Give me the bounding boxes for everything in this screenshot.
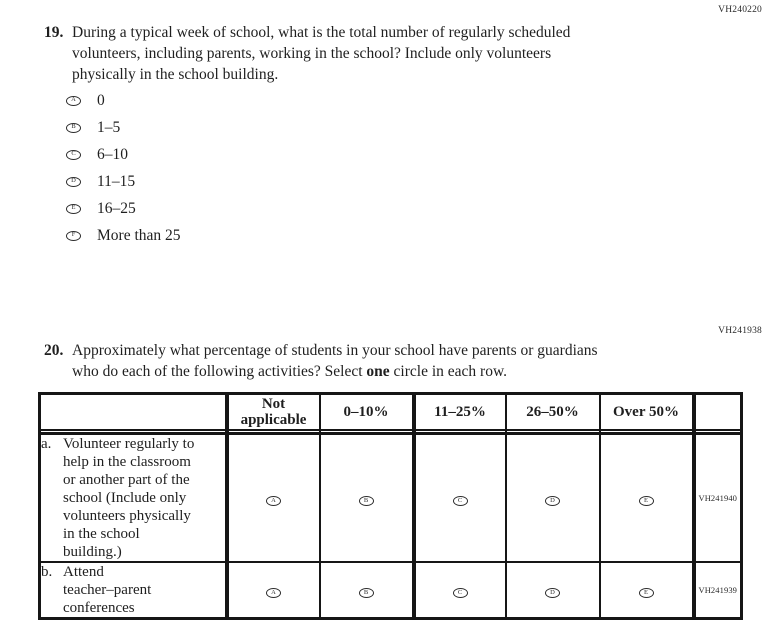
row-b-item-text: Attend teacher–parent conferences — [63, 564, 152, 616]
row-a-label-cell: a. Volunteer regularly to help in the cl… — [39, 433, 229, 562]
bubble-c[interactable]: C — [66, 149, 81, 160]
grid-header-not-applicable: Not applicable — [226, 393, 321, 430]
question-19-number: 19. — [44, 24, 64, 41]
bubble-b[interactable]: B — [358, 588, 374, 599]
form-code-q19: VH240220 — [718, 5, 762, 15]
option-row-0: A 0 — [66, 87, 181, 114]
question-19: 19. During a typical week of school, wha… — [44, 22, 570, 85]
grid-header-26-50: 26–50% — [505, 393, 601, 430]
row-b-cell-0-10: B — [319, 561, 416, 619]
row-a-form-code: VH241940 — [698, 493, 738, 503]
option-row-1: B 1–5 — [66, 114, 181, 141]
option-row-5: F More than 25 — [66, 222, 181, 249]
question-19-text: During a typical week of school, what is… — [72, 24, 571, 83]
row-b-label-cell: b. Attend teacher–parent conferences — [39, 561, 229, 619]
grid-header-11-25: 11–25% — [413, 393, 507, 430]
row-b-cell-over-50: E — [599, 561, 696, 619]
bubble-c[interactable]: C — [452, 588, 468, 599]
bubble-a[interactable]: A — [266, 496, 281, 507]
bubble-b[interactable]: B — [66, 122, 81, 133]
question-19-options: A 0 B 1–5 C 6–10 D 11–15 E 16–25 F More … — [66, 87, 181, 249]
row-a-cell-not-applicable: A — [226, 433, 321, 562]
question-20-text-part2: circle in each row. — [389, 363, 508, 380]
row-b-cell-not-applicable: A — [226, 561, 321, 619]
question-20-number: 20. — [44, 342, 64, 359]
bubble-e[interactable]: E — [66, 203, 81, 214]
row-a-cell-over-50: E — [599, 433, 696, 562]
row-b-item-letter: b. — [41, 564, 53, 580]
grid-header-over-50: Over 50% — [599, 393, 696, 430]
bubble-f[interactable]: F — [66, 230, 81, 241]
option-label: 0 — [97, 91, 105, 109]
grid-header-row: Not applicable 0–10% 11–25% 26–50% Over … — [39, 393, 742, 430]
row-b-cell-11-25: C — [413, 561, 507, 619]
row-b-cell-26-50: D — [505, 561, 601, 619]
row-a-cell-11-25: C — [413, 433, 507, 562]
row-a-item-letter: a. — [41, 436, 52, 452]
row-a-cell-0-10: B — [319, 433, 416, 562]
grid-header-divider — [39, 428, 742, 435]
grid-row-b: b. Attend teacher–parent conferences A B… — [39, 561, 742, 619]
option-row-2: C 6–10 — [66, 141, 181, 168]
grid-header-code-column — [694, 394, 742, 430]
bubble-e[interactable]: E — [638, 588, 654, 599]
option-label: 6–10 — [97, 145, 128, 163]
grid-header-0-10: 0–10% — [319, 393, 416, 430]
question-20: 20. Approximately what percentage of stu… — [44, 340, 598, 382]
bubble-a[interactable]: A — [66, 95, 81, 106]
grid-row-a: a. Volunteer regularly to help in the cl… — [39, 433, 742, 562]
bubble-c[interactable]: C — [452, 496, 468, 507]
option-row-3: D 11–15 — [66, 168, 181, 195]
question-20-bold-word: one — [366, 363, 390, 380]
bubble-d[interactable]: D — [545, 588, 560, 599]
option-row-4: E 16–25 — [66, 195, 181, 222]
bubble-e[interactable]: E — [638, 496, 654, 507]
row-a-item-text: Volunteer regularly to help in the class… — [63, 436, 195, 560]
option-label: 11–15 — [97, 172, 136, 190]
form-code-q20: VH241938 — [718, 326, 762, 336]
option-label: 16–25 — [97, 199, 136, 217]
bubble-a[interactable]: A — [266, 588, 281, 599]
grid-header-empty — [39, 393, 229, 430]
q20-response-grid: Not applicable 0–10% 11–25% 26–50% Over … — [38, 392, 743, 620]
bubble-b[interactable]: B — [358, 496, 374, 507]
question-20-text-part1: Approximately what percentage of student… — [72, 342, 598, 380]
option-label: 1–5 — [97, 118, 121, 136]
question-20-text: Approximately what percentage of student… — [72, 340, 598, 382]
bubble-d[interactable]: D — [66, 176, 81, 187]
option-label: More than 25 — [97, 226, 181, 244]
row-a-cell-26-50: D — [505, 433, 601, 562]
row-b-form-code: VH241939 — [693, 561, 742, 619]
bubble-d[interactable]: D — [545, 496, 560, 507]
